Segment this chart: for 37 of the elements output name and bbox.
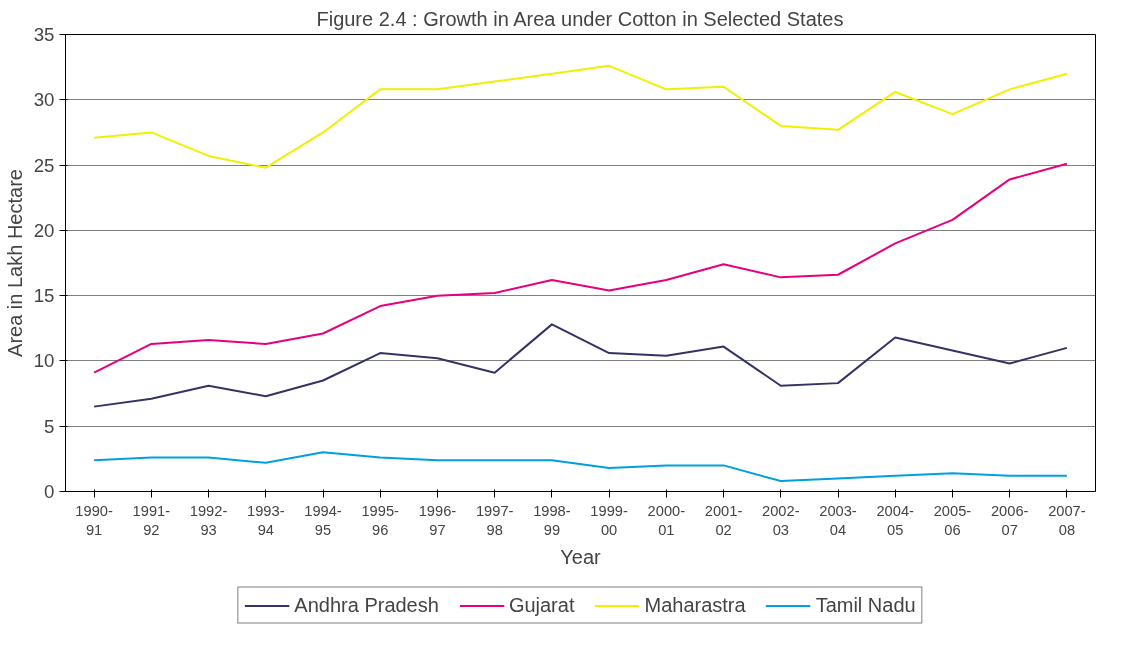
x-axis-title: Year xyxy=(560,545,602,568)
legend-label: Gujarat xyxy=(508,593,575,617)
x-tick-label: 2000-01 xyxy=(647,502,686,538)
legend-label: Andhra Pradesh xyxy=(294,593,439,617)
x-tick-label: 1991-92 xyxy=(132,502,171,538)
x-tick-label: 1992-93 xyxy=(189,502,228,538)
x-tick-label: 2006-07 xyxy=(990,502,1029,538)
y-tick-label: 25 xyxy=(33,154,55,176)
x-tick-label: 1995-96 xyxy=(361,502,400,538)
y-tick-label: 30 xyxy=(33,89,55,111)
legend-label: Tamil Nadu xyxy=(815,593,916,617)
line-series xyxy=(93,64,1068,169)
y-tick-label: 20 xyxy=(33,219,55,241)
x-tick-label: 2005-06 xyxy=(933,502,972,538)
x-tick-label: 1997-98 xyxy=(475,502,514,538)
y-tick-label: 0 xyxy=(44,481,55,502)
line-series xyxy=(93,451,1068,483)
x-tick-label: 2003-04 xyxy=(819,502,857,538)
x-tick-label: 1998-99 xyxy=(533,502,571,538)
line-series xyxy=(93,323,1068,408)
x-tick-label: 1990-91 xyxy=(75,502,113,538)
y-tick-label: 5 xyxy=(44,415,55,437)
x-tick-label: 1994-95 xyxy=(304,502,342,538)
y-tick-label: 10 xyxy=(33,350,55,372)
x-tick-label: 2002-03 xyxy=(762,502,800,538)
x-tick-label: 2004-05 xyxy=(876,502,915,538)
x-tick-label: 1999-00 xyxy=(590,502,628,538)
y-tick-label: 35 xyxy=(33,24,55,45)
line-series xyxy=(93,162,1068,374)
x-tick-label: 2007-08 xyxy=(1048,502,1086,538)
x-tick-label: 1996-97 xyxy=(418,502,457,538)
y-axis-title: Area in Lakh Hectare xyxy=(3,169,26,357)
x-tick-label: 1993-94 xyxy=(247,502,285,538)
chart-title: Figure 2.4 : Growth in Area under Cotton in Selected States xyxy=(316,7,844,30)
y-tick-label: 15 xyxy=(33,285,55,307)
legend-label: Maharastra xyxy=(644,593,746,617)
x-tick-label: 2001-02 xyxy=(704,502,743,538)
